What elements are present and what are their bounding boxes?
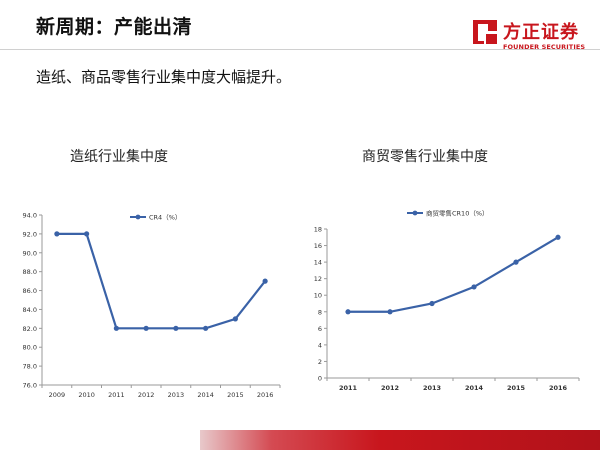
right-panel-title: 商贸零售行业集中度 bbox=[362, 149, 488, 165]
legend-label: 商贸零售CR10（%） bbox=[426, 209, 489, 218]
left-panel-title: 造纸行业集中度 bbox=[70, 149, 168, 165]
legend-marker bbox=[412, 210, 418, 216]
title-divider bbox=[0, 49, 600, 50]
left-chart: 76.0 78.0 80.0 82.0 84.0 86.0 88.0 90.0 92.0 94.0… bbox=[18, 206, 288, 406]
y-tick-label: 10 bbox=[314, 292, 322, 300]
x-tick-label: 2011 bbox=[108, 391, 125, 399]
y-tick-label: 84.0 bbox=[23, 306, 37, 314]
data-point bbox=[54, 231, 60, 237]
y-tick-label: 92.0 bbox=[23, 230, 37, 238]
y-tick-label: 2 bbox=[318, 358, 322, 366]
data-point bbox=[113, 325, 119, 331]
founder-logo-icon bbox=[473, 20, 497, 44]
y-tick-label: 8 bbox=[318, 308, 322, 316]
y-tick-label: 12 bbox=[314, 275, 322, 283]
y-tick-label: 86.0 bbox=[23, 287, 37, 295]
x-tick-label: 2013 bbox=[168, 391, 185, 399]
y-tick-label: 78.0 bbox=[23, 363, 37, 371]
y-tick-label: 88.0 bbox=[23, 268, 37, 276]
y-tick-label: 0 bbox=[318, 375, 322, 383]
x-tick-label: 2009 bbox=[49, 391, 66, 399]
data-point bbox=[232, 316, 238, 322]
y-tick-label: 94.0 bbox=[23, 212, 37, 220]
x-tick-label: 2014 bbox=[197, 391, 214, 399]
data-point bbox=[262, 278, 268, 284]
series-line bbox=[348, 236, 559, 313]
y-tick-label: 90.0 bbox=[23, 249, 37, 257]
x-tick-label: 2016 bbox=[257, 391, 274, 399]
legend-marker bbox=[135, 214, 141, 220]
page-title: 新周期：产能出清 bbox=[36, 16, 193, 38]
x-tick-label: 2014 bbox=[465, 384, 484, 392]
x-tick-label: 2010 bbox=[78, 391, 95, 399]
x-tick-label: 2011 bbox=[339, 384, 358, 392]
legend-label: CR4（%） bbox=[149, 214, 181, 222]
data-point bbox=[387, 309, 393, 315]
series-line bbox=[56, 232, 266, 330]
x-tick-label: 2012 bbox=[138, 391, 155, 399]
data-point bbox=[345, 309, 351, 315]
x-tick-label: 2013 bbox=[423, 384, 441, 392]
x-tick-label: 2012 bbox=[381, 384, 399, 392]
y-tick-label: 14 bbox=[314, 259, 322, 267]
logo-subtitle: FOUNDER SECURITIES bbox=[503, 43, 586, 51]
logo-name: 方正证券 bbox=[503, 22, 579, 43]
data-point bbox=[84, 231, 90, 237]
data-point bbox=[555, 234, 561, 240]
company-logo: 方正证券 FOUNDER SECURITIES bbox=[470, 17, 594, 57]
cr4-line-chart: 76.0 78.0 80.0 82.0 84.0 86.0 88.0 90.0 92.0 94.0… bbox=[23, 212, 281, 399]
y-tick-label: 80.0 bbox=[23, 344, 37, 352]
data-point bbox=[173, 325, 179, 331]
y-tick-label: 76.0 bbox=[23, 382, 37, 390]
x-tick-label: 2016 bbox=[549, 384, 568, 392]
page-subtitle: 造纸、商品零售行业集中度大幅提升。 bbox=[36, 68, 292, 86]
footer-bar bbox=[200, 430, 600, 450]
y-tick-label: 6 bbox=[318, 325, 322, 333]
y-tick-label: 82.0 bbox=[23, 325, 37, 333]
y-tick-label: 16 bbox=[314, 242, 322, 250]
data-point bbox=[429, 300, 435, 307]
data-point bbox=[143, 325, 149, 331]
right-chart: 0 2 4 6 8 10 12 14 16 18 2011 2012 2013 2014 2015 2016 商… bbox=[305, 204, 585, 404]
cr10-line-chart: 0 2 4 6 8 10 12 14 16 18 2011 2012 2013 2014 2015 2016 商… bbox=[314, 209, 580, 392]
y-tick-label: 18 bbox=[314, 226, 322, 234]
x-tick-label: 2015 bbox=[227, 391, 244, 399]
x-tick-label: 2015 bbox=[507, 384, 526, 392]
data-point bbox=[513, 259, 519, 265]
data-point bbox=[471, 284, 477, 290]
data-point bbox=[203, 325, 209, 331]
y-tick-label: 4 bbox=[318, 341, 322, 349]
